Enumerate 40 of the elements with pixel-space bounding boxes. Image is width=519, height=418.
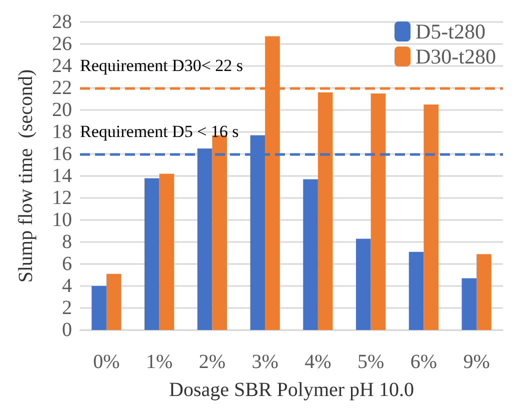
y-tick-label: 12 [52, 187, 72, 209]
y-tick-label: 0 [62, 319, 72, 341]
bar [356, 238, 371, 330]
y-tick-label: 8 [62, 231, 72, 253]
bar [476, 254, 492, 330]
y-tick-label: 22 [52, 77, 72, 99]
y-tick-label: 4 [62, 275, 72, 297]
y-tick-label: 28 [52, 11, 72, 33]
legend-label: D30-t280 [416, 44, 496, 68]
x-tick-label: 4% [304, 351, 332, 373]
y-tick-label: 18 [52, 121, 72, 143]
y-tick-label: 6 [62, 253, 72, 275]
bar [106, 274, 122, 330]
bar [159, 174, 174, 330]
y-tick-label: 20 [52, 99, 72, 121]
y-tick-label: 2 [62, 297, 72, 319]
ref-line-label: Requirement D30< 22 s [80, 56, 244, 75]
bar [424, 104, 438, 330]
x-tick-label: 0% [93, 351, 120, 373]
bar [144, 178, 160, 330]
bar [318, 92, 333, 330]
bar [408, 252, 424, 330]
y-tick-label: 10 [52, 209, 72, 231]
x-tick-label: 2% [198, 351, 226, 373]
y-tick-label: 16 [52, 143, 72, 165]
y-tick-label: 14 [52, 165, 72, 187]
x-tick-label: 1% [146, 351, 173, 373]
bar [303, 179, 318, 330]
x-tick-label: 3% [252, 351, 278, 373]
bar [462, 278, 477, 330]
y-tick-label: 24 [52, 55, 72, 77]
bar [92, 286, 106, 330]
x-tick-label: 6% [410, 351, 438, 373]
y-tick-label: 26 [52, 33, 72, 55]
x-tick-label: 5% [357, 351, 384, 373]
x-axis-title: Dosage SBR Polymer pH 10.0 [169, 379, 414, 401]
bar [370, 94, 386, 330]
x-tick-label: 9% [463, 351, 490, 373]
y-axis-title: Slump flow time (second) [15, 69, 37, 283]
legend-label: D5-t280 [416, 20, 486, 44]
